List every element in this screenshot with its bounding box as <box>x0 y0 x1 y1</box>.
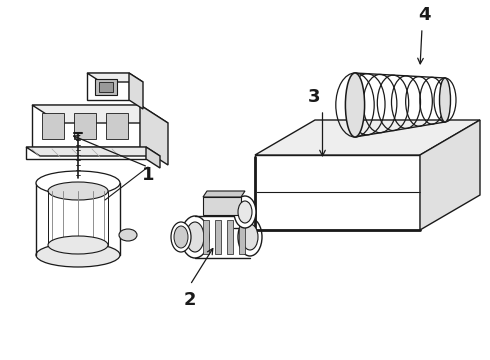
Ellipse shape <box>48 182 108 200</box>
Ellipse shape <box>234 196 256 228</box>
Ellipse shape <box>36 243 120 267</box>
Polygon shape <box>74 113 96 139</box>
Text: 2: 2 <box>184 291 196 309</box>
Polygon shape <box>140 105 168 165</box>
Text: 3: 3 <box>308 88 321 106</box>
Polygon shape <box>203 191 245 197</box>
Polygon shape <box>203 197 241 215</box>
Polygon shape <box>420 120 480 230</box>
Ellipse shape <box>171 222 191 252</box>
Polygon shape <box>87 73 129 100</box>
Polygon shape <box>26 147 146 159</box>
Ellipse shape <box>174 226 188 248</box>
Polygon shape <box>203 220 209 254</box>
Polygon shape <box>255 120 480 155</box>
Polygon shape <box>239 220 245 254</box>
Polygon shape <box>32 105 168 123</box>
Ellipse shape <box>186 222 204 252</box>
Polygon shape <box>106 113 128 139</box>
Polygon shape <box>227 220 233 254</box>
Polygon shape <box>129 73 143 109</box>
Ellipse shape <box>36 171 120 195</box>
Polygon shape <box>215 220 221 254</box>
Polygon shape <box>255 155 420 230</box>
Ellipse shape <box>440 78 450 122</box>
Polygon shape <box>32 105 140 147</box>
Polygon shape <box>95 79 117 95</box>
Ellipse shape <box>238 218 262 256</box>
Text: 1: 1 <box>142 166 154 184</box>
Ellipse shape <box>238 201 252 223</box>
Ellipse shape <box>242 224 258 250</box>
Polygon shape <box>87 73 143 82</box>
Polygon shape <box>146 147 160 168</box>
Ellipse shape <box>119 229 137 241</box>
Polygon shape <box>195 216 250 258</box>
Polygon shape <box>99 82 113 92</box>
Polygon shape <box>42 113 64 139</box>
Polygon shape <box>340 129 455 172</box>
Ellipse shape <box>48 236 108 254</box>
Polygon shape <box>26 147 160 156</box>
Text: 4: 4 <box>418 6 430 24</box>
Ellipse shape <box>345 73 365 137</box>
Ellipse shape <box>181 216 209 258</box>
